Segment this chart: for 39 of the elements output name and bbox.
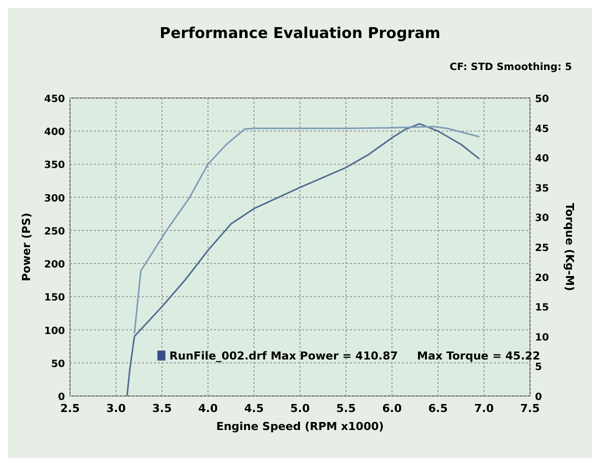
y-tick-label: 150: [44, 292, 66, 304]
y-axis-title: Power (PS): [20, 212, 33, 282]
y2-tick-label: 5: [535, 362, 542, 374]
y2-tick-label: 45: [535, 124, 549, 135]
annotation: RunFile_002.drf Max Power = 410.87 Max Torque = 45.22: [169, 350, 540, 363]
y-tick-label: 100: [44, 326, 66, 337]
y2-axis-title: Torque (Kg-M): [563, 203, 576, 291]
x-tick-label: 6.0: [382, 402, 402, 415]
y-tick-label: 400: [44, 127, 66, 138]
x-tick-label: 7.5: [520, 402, 540, 415]
x-axis-title: Engine Speed (RPM x1000): [216, 420, 384, 433]
y-tick-label: 250: [44, 226, 66, 238]
y-tick-label: 350: [44, 160, 66, 172]
text: CF: STD Smoothing: 5: [450, 62, 572, 73]
y2-tick-label: 0: [535, 392, 542, 403]
y-tick-label: 300: [44, 193, 66, 204]
x-tick-label: 7.0: [474, 402, 494, 415]
x-tick-label: 6.5: [428, 402, 448, 415]
y2-tick-label: 30: [535, 213, 549, 224]
line-series: [134, 126, 480, 334]
y-tick-label: 450: [44, 94, 66, 105]
y2-tick-label: 10: [535, 332, 549, 344]
x-tick-label: 4.5: [244, 402, 264, 415]
y2-tick-label: 20: [535, 272, 549, 284]
y2-tick-label: 25: [535, 243, 549, 254]
x-tick-label: 4.0: [198, 402, 218, 415]
y2-tick-label: 50: [535, 94, 549, 105]
y-tick-label: 0: [58, 392, 66, 403]
x-tick-label: 5.5: [336, 402, 356, 415]
x-tick-label: 5.0: [290, 402, 310, 415]
y2-tick-label: 40: [535, 154, 549, 165]
x-tick-label: 2.5: [60, 402, 80, 415]
y2-tick-label: 15: [535, 302, 549, 314]
y-tick-label: 50: [51, 358, 66, 370]
y-tick-label: 200: [44, 260, 66, 271]
chart-title: Performance Evaluation Program: [160, 24, 440, 42]
x-tick-label: 3.5: [152, 402, 172, 415]
y2-tick-label: 35: [535, 183, 549, 194]
x-tick-label: 3.0: [106, 402, 126, 415]
